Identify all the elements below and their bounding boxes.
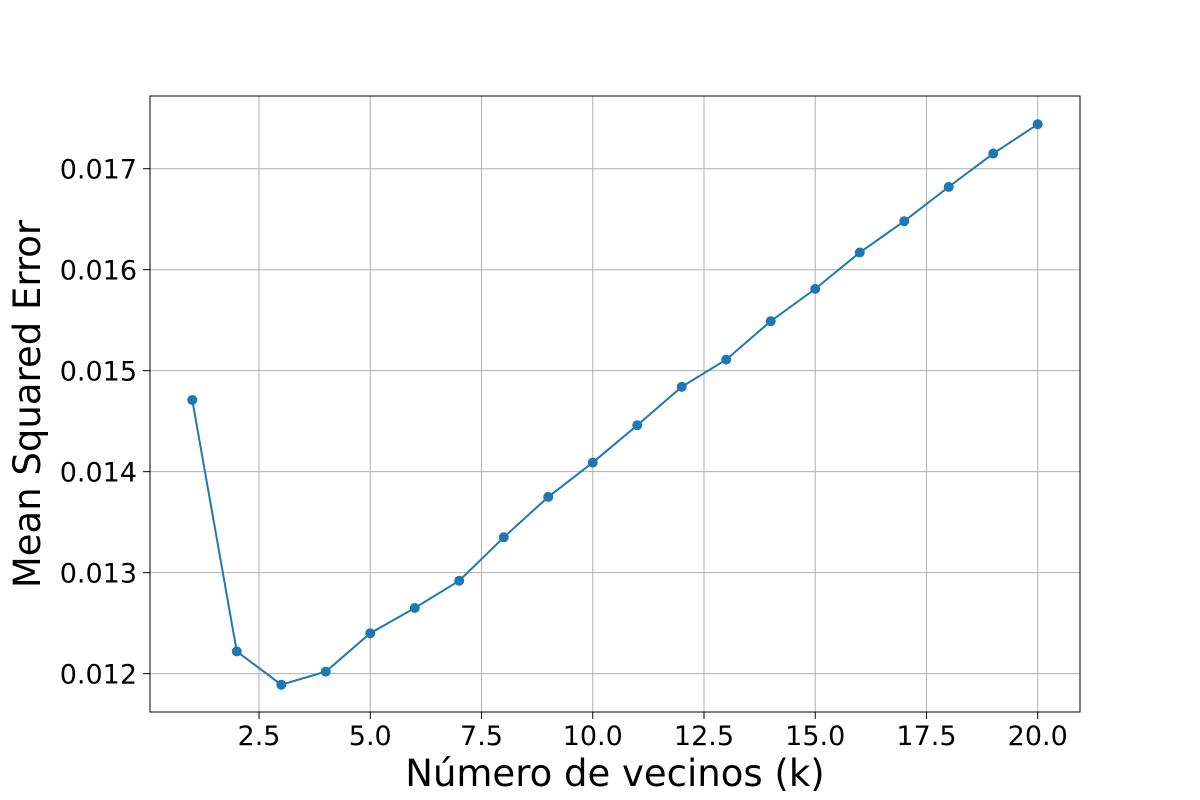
data-point — [765, 316, 776, 327]
tick-layer: 2.5 5.0 7.5 10.0 12.5 15.0 17.5 20.0 0.012 0.013 0… — [60, 155, 1068, 752]
data-point — [943, 181, 954, 192]
y-tick-label: 0.014 — [60, 458, 137, 489]
grid-lines — [150, 96, 1080, 712]
data-point — [543, 491, 554, 502]
x-tick-label: 12.5 — [674, 721, 734, 752]
data-point — [988, 148, 999, 159]
y-axis-label: Mean Squared Error — [6, 219, 49, 588]
x-tick-label: 20.0 — [1008, 721, 1068, 752]
x-tick-label: 10.0 — [563, 721, 623, 752]
x-tick-label: 7.5 — [460, 721, 503, 752]
plot-area-frame — [149, 95, 1081, 713]
data-point — [276, 679, 287, 690]
y-tick-label: 0.017 — [60, 155, 137, 186]
x-tick-label: 2.5 — [238, 721, 281, 752]
y-tick-label: 0.013 — [60, 559, 137, 590]
y-tick-label: 0.012 — [60, 660, 137, 691]
y-tick-label: 0.016 — [60, 256, 137, 287]
data-point — [721, 354, 732, 365]
series-layer — [187, 119, 1043, 690]
data-point — [498, 532, 509, 543]
x-tick-label: 15.0 — [785, 721, 845, 752]
data-point — [632, 420, 643, 431]
data-point — [365, 628, 376, 639]
data-point — [854, 247, 865, 258]
data-point — [231, 646, 242, 657]
x-tick-label: 5.0 — [349, 721, 392, 752]
data-point — [409, 602, 420, 613]
data-point — [676, 381, 687, 392]
data-point — [187, 394, 198, 405]
x-tick-label: 17.5 — [896, 721, 956, 752]
data-point — [1032, 119, 1043, 130]
x-axis-label: Número de vecinos (k) — [405, 752, 824, 795]
data-point — [810, 283, 821, 294]
series-line — [191, 123, 1039, 686]
data-point — [899, 216, 910, 227]
data-point — [454, 575, 465, 586]
y-tick-label: 0.015 — [60, 357, 137, 388]
data-point — [587, 457, 598, 468]
data-point — [320, 666, 331, 677]
